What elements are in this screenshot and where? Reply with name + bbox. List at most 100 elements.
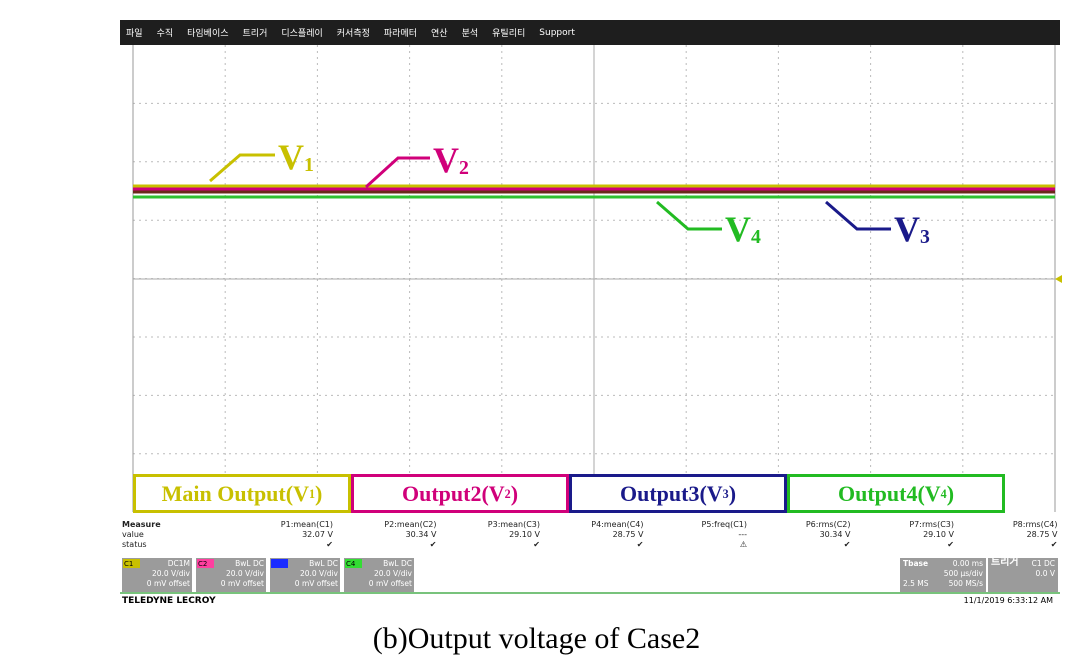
coupling: BwL DC	[309, 559, 338, 568]
arrow-v4	[656, 200, 722, 231]
status-icon: ✔	[533, 540, 540, 549]
sub: 2	[459, 156, 469, 179]
div: 500 µs/div	[943, 569, 983, 578]
channel-box: C2 BwL DC 20.0 V/div 0 mV offset	[196, 558, 266, 592]
menu-item[interactable]: Support	[539, 27, 575, 38]
label: V	[433, 140, 459, 180]
prefix: Output2(V	[401, 480, 505, 506]
sub: 3	[722, 487, 729, 502]
status-icon: ✔	[326, 540, 333, 549]
param-value: 28.75 V	[1026, 530, 1058, 539]
label: V	[725, 209, 751, 249]
param-name: P2:mean(C2)	[384, 520, 437, 529]
menu-item[interactable]: 분석	[461, 29, 479, 39]
param-name: P4:mean(C4)	[591, 520, 644, 529]
param-name: P6:rms(C2)	[805, 520, 851, 529]
arrow-v3	[825, 200, 891, 231]
param-value: 29.10 V	[923, 530, 954, 539]
coupling: DC1M	[167, 559, 190, 568]
output-box: Output2(V 2)	[351, 474, 569, 513]
output-box: Output4(V 4)	[787, 474, 1005, 513]
param-value: 30.34 V	[405, 530, 437, 539]
output-box: Output3(V 3)	[569, 474, 787, 513]
caption: (b)Output voltage of Case2	[372, 622, 701, 655]
menu-item[interactable]: 수직	[156, 29, 174, 39]
samples: 2.5 MS	[903, 579, 929, 588]
label: 트리거	[991, 557, 1019, 568]
menu-item[interactable]: 유틸리티	[492, 29, 526, 39]
timestamp: 11/1/2019 6:33:12 AM	[963, 596, 1053, 605]
menu-item[interactable]: 타임베이스	[187, 29, 229, 39]
brand: TELEDYNE LECROY	[122, 596, 216, 606]
annotation: V3	[894, 208, 930, 250]
param-name: P3:mean(C3)	[487, 520, 540, 529]
timebase: Tbase 0.00 ms 500 µs/div 2.5 MS 500 MS/s	[900, 558, 986, 592]
offset: 0 mV offset	[368, 579, 412, 588]
param-name: P5:freq(C1)	[701, 520, 747, 529]
status-icon: ✔	[429, 540, 437, 549]
status-icon: ✔	[947, 540, 954, 549]
status-icon: ⚠	[739, 540, 747, 549]
offset: 0 mV offset	[294, 579, 338, 588]
menu-item[interactable]: 디스플레이	[281, 29, 323, 39]
menu-item[interactable]: 커서측정	[336, 29, 370, 39]
channel-tag: C3	[271, 559, 288, 568]
menu-item[interactable]: 연산	[431, 29, 448, 39]
annotation: V4	[725, 208, 761, 250]
sub: 4	[940, 487, 947, 502]
status-icon: ✔	[843, 540, 851, 549]
param-value: 30.34 V	[819, 530, 851, 539]
channel-box: C3 BwL DC 20.0 V/div 0 mV offset	[270, 558, 340, 592]
channel-tag: C2	[197, 559, 214, 568]
channel-tag: C1	[123, 559, 140, 568]
status-icon: ✔	[636, 540, 644, 549]
param-value: 29.10 V	[509, 530, 540, 539]
status-icon: ✔	[1050, 540, 1058, 549]
channel-box: C1 DC1M 20.0 V/div 0 mV offset	[122, 558, 192, 592]
label: Tbase	[903, 559, 929, 568]
offset: 0 mV offset	[220, 579, 264, 588]
param-name: P8:rms(C4)	[1012, 520, 1058, 529]
source: C1 DC	[1031, 559, 1055, 568]
menu-item[interactable]: 파라메터	[383, 29, 418, 39]
scale: 20.0 V/div	[225, 569, 264, 578]
param-value: 32.07 V	[302, 530, 333, 539]
menu-item[interactable]: 파일	[126, 29, 143, 39]
scale: 20.0 V/div	[299, 569, 338, 578]
rate: 500 MS/s	[948, 579, 983, 588]
suffix: )	[315, 480, 323, 506]
output-box: Main Output(V 1)	[133, 474, 351, 513]
channel-box: C4 BwL DC 20.0 V/div 0 mV offset	[344, 558, 414, 592]
sub: 4	[751, 225, 761, 248]
sub: 1	[304, 153, 314, 176]
sub: 3	[920, 225, 930, 248]
prefix: Main Output(V	[161, 480, 309, 506]
annotation: V2	[433, 139, 469, 181]
sub: 1	[308, 487, 315, 502]
param-name: P7:rms(C3)	[909, 520, 954, 529]
suffix: )	[510, 480, 519, 506]
scale: 20.0 V/div	[151, 569, 190, 578]
scale: 20.0 V/div	[373, 569, 412, 578]
trigger: 트리거 C1 DC 0.0 V	[988, 558, 1058, 592]
coupling: BwL DC	[383, 559, 412, 568]
row-label: value	[122, 530, 144, 539]
row-label: Measure	[122, 520, 161, 529]
param-name: P1:mean(C1)	[280, 520, 333, 529]
suffix: )	[946, 480, 955, 506]
annotation: V1	[278, 136, 314, 178]
toolbar: 파일 수직 타임베이스 트리거 디스플레이 커서측정 파라메터 연산 분석 유틸리티 Support	[120, 20, 1060, 45]
offset: 0 mV offset	[146, 579, 190, 588]
arrow-v2	[364, 156, 430, 189]
row-label: status	[122, 540, 147, 549]
arrow-v1	[209, 153, 275, 183]
label: V	[278, 137, 304, 177]
level: 0.0 V	[1035, 569, 1055, 578]
menu-item[interactable]: 트리거	[242, 29, 268, 39]
channel-tag: C4	[345, 559, 362, 568]
delay: 0.00 ms	[952, 559, 983, 568]
grid-bg	[120, 45, 1060, 515]
coupling: BwL DC	[235, 559, 264, 568]
param-value: ---	[738, 530, 747, 539]
